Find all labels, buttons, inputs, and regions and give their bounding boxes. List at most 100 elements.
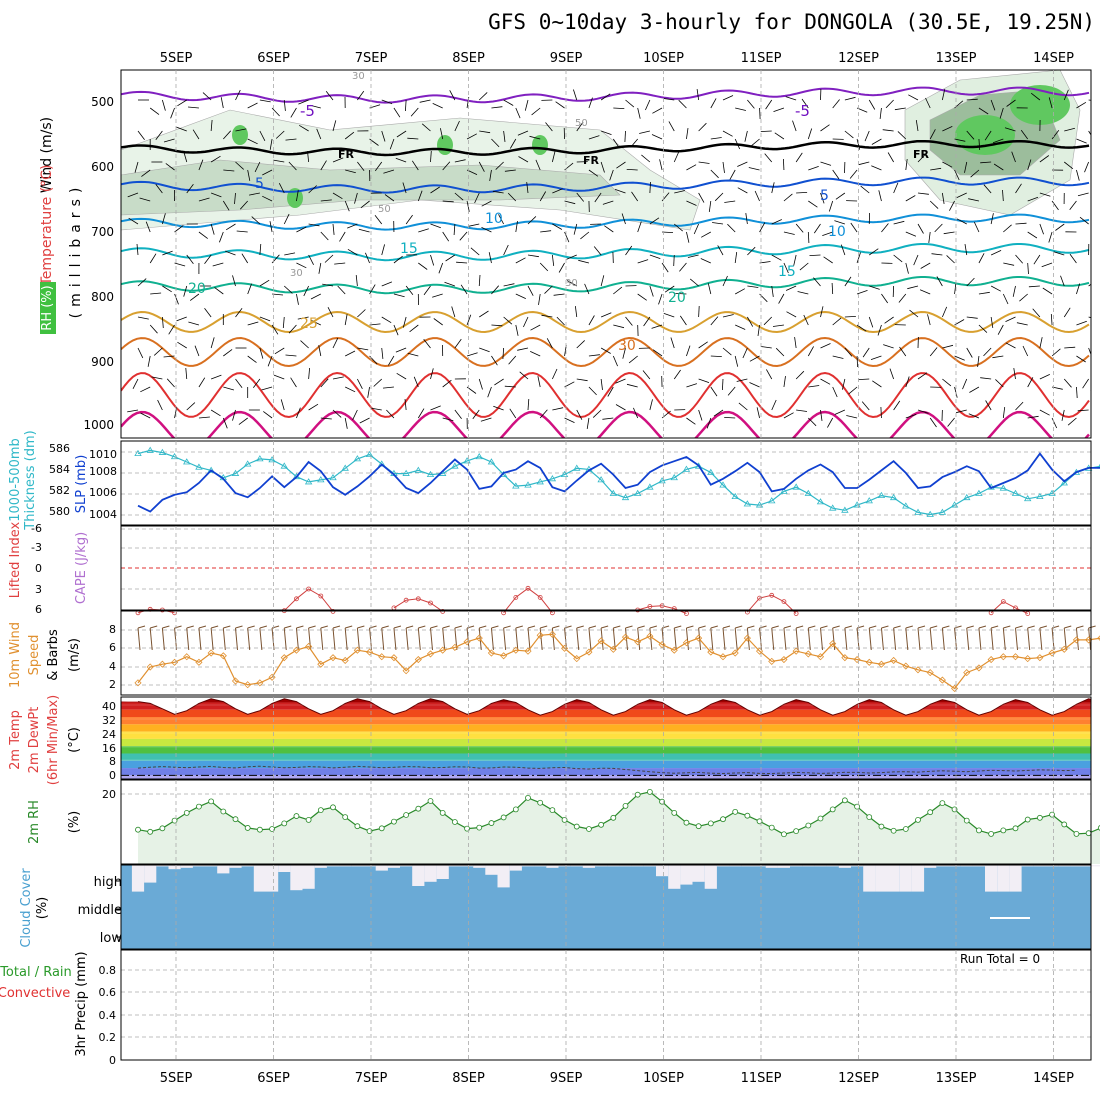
wind-barb-flag bbox=[1064, 625, 1072, 629]
wind-barb-flag bbox=[223, 625, 231, 629]
wind-barb bbox=[202, 92, 212, 101]
rh-point bbox=[768, 824, 775, 831]
wind-barb bbox=[284, 252, 296, 256]
rh-point bbox=[220, 808, 227, 815]
wind-barb bbox=[296, 407, 301, 419]
wind-barb bbox=[783, 158, 785, 171]
wind-barb bbox=[1005, 342, 1016, 349]
wind-barb bbox=[675, 293, 687, 295]
wind-barb bbox=[442, 379, 452, 388]
wind-barb bbox=[365, 252, 370, 264]
wind-barb bbox=[235, 378, 243, 389]
wind-barb bbox=[1015, 627, 1018, 651]
high-cloud-bar bbox=[1058, 865, 1071, 867]
temperature-contour bbox=[121, 213, 1090, 231]
wind-barb bbox=[759, 222, 766, 233]
wind-barb bbox=[868, 627, 872, 651]
wind-speed-point bbox=[475, 634, 483, 642]
wind-barb bbox=[367, 386, 370, 398]
wind-barb bbox=[808, 417, 817, 427]
rh-point bbox=[183, 810, 190, 816]
rh-point bbox=[866, 814, 873, 820]
wind-barb bbox=[856, 355, 858, 368]
wind-speed-point bbox=[365, 648, 374, 656]
rh-point bbox=[841, 797, 848, 804]
wind-barb bbox=[515, 293, 526, 299]
wind-barb bbox=[297, 316, 309, 320]
wind-barb bbox=[451, 306, 456, 318]
thickness-point bbox=[1097, 463, 1100, 469]
wind-barb bbox=[879, 107, 882, 119]
wind-barb bbox=[978, 627, 982, 651]
wind-barb bbox=[515, 107, 521, 119]
high-cloud-bar bbox=[570, 865, 583, 867]
rh-point bbox=[988, 831, 995, 837]
wind-barb bbox=[527, 627, 531, 651]
wind-barb bbox=[472, 409, 480, 420]
wind-barb bbox=[588, 354, 600, 357]
wind-barb bbox=[241, 253, 249, 264]
wind-barb bbox=[488, 252, 492, 264]
wind-barb bbox=[320, 199, 332, 202]
rh-point bbox=[500, 814, 507, 821]
wind-barb bbox=[1064, 127, 1076, 132]
wind-barb bbox=[325, 91, 334, 101]
thickness-point bbox=[914, 508, 922, 515]
wind-barb bbox=[593, 246, 602, 256]
wind-barb bbox=[1050, 313, 1053, 326]
date-label: 11SEP bbox=[741, 1071, 782, 1086]
wind-barb bbox=[978, 138, 981, 151]
wind-barb bbox=[822, 231, 833, 236]
wind-barb bbox=[1076, 169, 1080, 181]
wind-barb bbox=[1090, 390, 1091, 392]
wind-barb bbox=[395, 157, 407, 163]
high-cloud-bar bbox=[217, 865, 230, 874]
wind-barb bbox=[161, 316, 164, 329]
wind-barb bbox=[600, 347, 611, 354]
wind-barb bbox=[757, 324, 760, 336]
wind-barb bbox=[792, 120, 797, 132]
wind-barb bbox=[478, 378, 483, 390]
rh-point bbox=[817, 815, 824, 822]
wind-speed-point bbox=[853, 655, 861, 664]
wind-barb bbox=[698, 409, 703, 421]
wind-barb bbox=[393, 324, 399, 336]
wind-speed-point bbox=[1011, 653, 1020, 661]
wind-barb bbox=[261, 386, 273, 391]
wind-barb bbox=[909, 309, 919, 318]
wind-barb bbox=[487, 386, 492, 398]
wind-barb bbox=[649, 399, 653, 411]
wind-barb bbox=[698, 378, 710, 383]
wind-barb bbox=[844, 347, 853, 357]
wind-barb bbox=[808, 200, 818, 208]
wind-barb bbox=[515, 257, 526, 264]
wind-barb bbox=[735, 107, 746, 111]
wind-barb bbox=[966, 130, 975, 140]
axis-label-rh: RH (%) bbox=[40, 285, 55, 330]
thickness-point bbox=[365, 450, 374, 458]
ytick-label: 8 bbox=[109, 623, 116, 636]
wind-barb bbox=[235, 161, 244, 170]
wind-barb bbox=[132, 378, 139, 389]
wind-barb bbox=[262, 195, 273, 202]
wind-barb bbox=[745, 213, 748, 225]
date-axis-top: 5SEP 6SEP 7SEP 8SEP 9SEP 10SEP 11SEP 12SEP 13SEP… bbox=[160, 51, 1074, 66]
wind-barb bbox=[564, 200, 576, 205]
precip-panel: 0.8 0.6 0.4 0.2 0 Total / Rain Convectiv… bbox=[0, 951, 1091, 1067]
wind-barb bbox=[347, 223, 358, 229]
wind-speed-point bbox=[390, 654, 398, 662]
wind-barb bbox=[409, 324, 419, 333]
wind-barb bbox=[639, 130, 650, 134]
wind-barb bbox=[381, 627, 385, 651]
wind-barb bbox=[872, 380, 882, 388]
wind-barb bbox=[1011, 151, 1016, 163]
wind-barb-flag bbox=[515, 625, 523, 629]
wind-barb bbox=[722, 275, 728, 287]
wind-barb bbox=[316, 128, 322, 140]
wind-barb bbox=[1027, 415, 1039, 419]
wind-barb bbox=[625, 245, 633, 256]
date-label: 12SEP bbox=[838, 1071, 879, 1086]
wind-barb bbox=[931, 253, 943, 256]
wind-speed-point bbox=[1072, 636, 1081, 644]
wind-barb bbox=[786, 311, 797, 318]
